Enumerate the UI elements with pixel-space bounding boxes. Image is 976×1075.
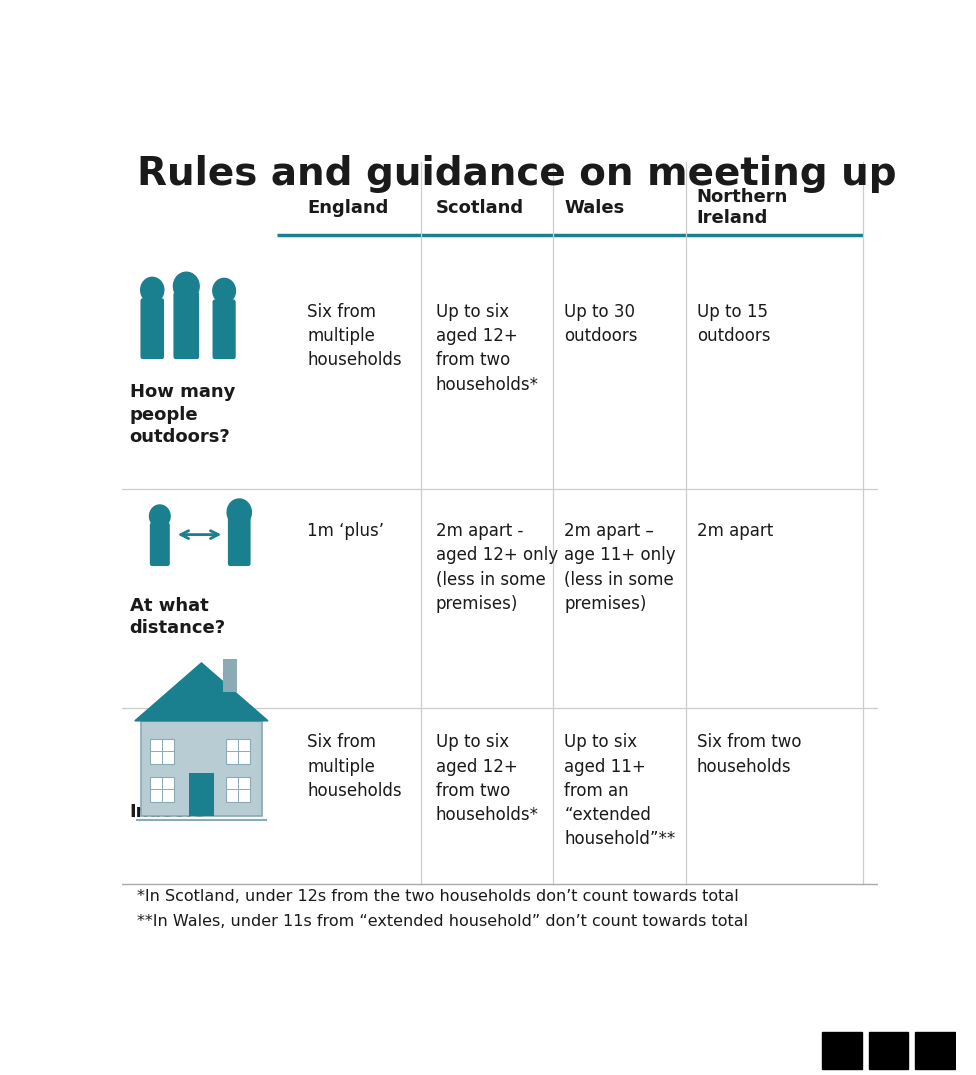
FancyBboxPatch shape <box>224 659 237 692</box>
FancyBboxPatch shape <box>150 739 174 763</box>
FancyBboxPatch shape <box>227 516 251 567</box>
FancyBboxPatch shape <box>225 777 250 802</box>
Text: Wales: Wales <box>564 199 625 217</box>
FancyBboxPatch shape <box>213 300 235 359</box>
Text: 2m apart -
aged 12+ only
(less in some
premises): 2m apart - aged 12+ only (less in some p… <box>436 522 558 613</box>
FancyBboxPatch shape <box>915 1032 956 1069</box>
Circle shape <box>213 278 235 303</box>
FancyBboxPatch shape <box>225 739 250 763</box>
Text: B: B <box>835 1041 849 1059</box>
Text: C: C <box>928 1041 942 1059</box>
FancyBboxPatch shape <box>141 298 164 359</box>
Text: At what
distance?: At what distance? <box>130 598 225 637</box>
Text: Six from
multiple
households: Six from multiple households <box>307 733 402 800</box>
Text: Six from two
households: Six from two households <box>697 733 801 775</box>
Text: Scotland: Scotland <box>436 199 524 217</box>
FancyBboxPatch shape <box>150 777 174 802</box>
Text: **In Wales, under 11s from “extended household” don’t count towards total: **In Wales, under 11s from “extended hou… <box>137 914 749 929</box>
Text: Up to six
aged 12+
from two
households*: Up to six aged 12+ from two households* <box>436 733 539 825</box>
Text: 2m apart: 2m apart <box>697 522 773 540</box>
Circle shape <box>227 499 252 526</box>
FancyBboxPatch shape <box>150 522 170 567</box>
FancyBboxPatch shape <box>822 1032 862 1069</box>
Text: Up to 30
outdoors: Up to 30 outdoors <box>564 303 638 345</box>
Text: England: England <box>307 199 388 217</box>
Text: Indoors: Indoors <box>130 803 206 821</box>
Text: Northern
Ireland: Northern Ireland <box>697 188 789 227</box>
FancyBboxPatch shape <box>174 292 199 359</box>
Text: How many
people
outdoors?: How many people outdoors? <box>130 384 235 446</box>
Text: Up to six
aged 11+
from an
“extended
household”**: Up to six aged 11+ from an “extended hou… <box>564 733 675 848</box>
FancyBboxPatch shape <box>869 1032 909 1069</box>
Text: Rules and guidance on meeting up: Rules and guidance on meeting up <box>137 156 897 194</box>
Text: Up to six
aged 12+
from two
households*: Up to six aged 12+ from two households* <box>436 303 539 393</box>
Text: *In Scotland, under 12s from the two households don’t count towards total: *In Scotland, under 12s from the two hou… <box>137 889 739 904</box>
FancyBboxPatch shape <box>141 721 262 816</box>
Circle shape <box>141 277 164 303</box>
FancyBboxPatch shape <box>189 773 214 816</box>
Text: 1m ‘plus’: 1m ‘plus’ <box>307 522 385 540</box>
Polygon shape <box>135 663 268 721</box>
Text: Up to 15
outdoors: Up to 15 outdoors <box>697 303 770 345</box>
Text: 2m apart –
age 11+ only
(less in some
premises): 2m apart – age 11+ only (less in some pr… <box>564 522 676 613</box>
Text: B: B <box>881 1041 895 1059</box>
Text: Six from
multiple
households: Six from multiple households <box>307 303 402 370</box>
Circle shape <box>174 272 199 300</box>
Circle shape <box>149 505 170 528</box>
